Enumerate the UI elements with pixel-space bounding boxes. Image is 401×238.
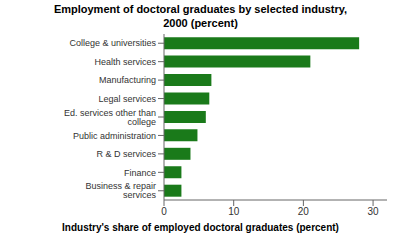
svg-text:Manufacturing: Manufacturing [99,75,156,85]
svg-text:30: 30 [368,206,380,217]
svg-text:10: 10 [228,206,240,217]
svg-text:College & universities: College & universities [69,38,156,48]
html-text:Employment of doctoral graduat: Employment of doctoral graduates by sele… [53,3,348,15]
svg-text:R & D services: R & D services [96,149,156,159]
svg-text:Ed. services other thancollege: Ed. services other thancollege [64,108,156,127]
svg-text:Legal services: Legal services [98,94,156,104]
html-text:2000 (percent): 2000 (percent) [163,17,238,29]
svg-text:Finance: Finance [124,168,156,178]
html-text:Industry's share of employed d: Industry's share of employed doctoral gr… [62,222,339,233]
svg-text:0: 0 [161,206,167,217]
svg-text:Public administration: Public administration [73,131,156,141]
svg-text:20: 20 [298,206,310,217]
svg-text:Business & repairservices: Business & repairservices [85,181,156,200]
svg-text:Health services: Health services [94,57,156,67]
